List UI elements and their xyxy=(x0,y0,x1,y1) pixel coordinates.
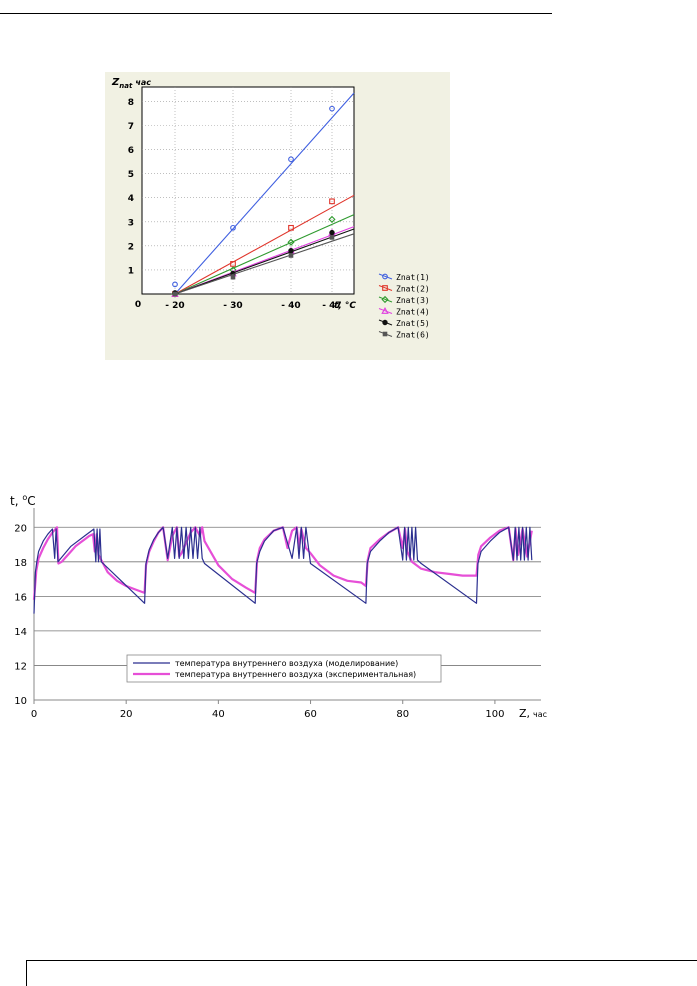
chart-znat: 1 2 3 4 5 6 7 8 0 - 20 - 30 - 40 - 47 Znat час t, °C Zna… xyxy=(111,77,430,340)
point xyxy=(382,273,388,280)
legend-line xyxy=(378,273,393,280)
legend-label: Znat(3) xyxy=(396,296,430,305)
legend-item: Znat(4) xyxy=(378,307,430,317)
legend-label: Znat(6) xyxy=(396,331,430,340)
point xyxy=(329,198,335,205)
fit-line xyxy=(174,92,355,295)
legend: Znat(1) Znat(2) Znat(3) Znat(4) Znat(5) Znat(… xyxy=(378,273,430,340)
point xyxy=(382,331,388,337)
y-tick-label: 14 xyxy=(14,627,27,638)
legend-item: Znat(5) xyxy=(378,319,430,328)
fit-line xyxy=(174,194,355,295)
legend-item: Znat(6) xyxy=(378,331,430,340)
legend-item: Znat(3) xyxy=(378,295,430,305)
x-tick-label: - 20 xyxy=(165,301,184,311)
point xyxy=(329,229,335,236)
x-tick-label: 80 xyxy=(396,709,409,720)
x-tick-label: 20 xyxy=(120,709,133,720)
legend-line xyxy=(378,285,393,291)
y-tick-label: 16 xyxy=(14,592,27,603)
point xyxy=(329,105,335,112)
point xyxy=(288,156,294,163)
series-6 xyxy=(172,233,355,297)
y-axis-label: Znat час xyxy=(111,77,151,90)
legend-label: Znat(1) xyxy=(396,273,430,282)
fit-line xyxy=(174,228,355,295)
point xyxy=(381,307,389,314)
x-tick-label: 100 xyxy=(485,709,504,720)
point xyxy=(381,295,389,304)
point xyxy=(288,224,294,231)
legend-box xyxy=(126,654,442,683)
point xyxy=(382,319,388,326)
point xyxy=(382,285,388,291)
point xyxy=(329,235,335,240)
legend-item: Znat(1) xyxy=(378,273,430,282)
y-tick-label: 5 xyxy=(128,170,134,180)
top-rule xyxy=(0,13,552,14)
y-tick-label: 7 xyxy=(128,122,134,132)
y-tick-label: 4 xyxy=(128,194,134,204)
x-axis-label: Z, xyxy=(519,707,530,720)
y-tick-label: 12 xyxy=(14,661,27,672)
bottom-rule xyxy=(26,960,697,961)
point xyxy=(328,215,336,223)
point xyxy=(230,274,236,280)
point xyxy=(288,253,294,258)
point xyxy=(230,224,236,231)
x-axis-label: t, °C xyxy=(334,301,356,311)
legend-label: Znat(5) xyxy=(396,319,430,328)
legend-line xyxy=(378,308,393,314)
y-tick-label: 8 xyxy=(128,98,134,108)
y-tick-label: 20 xyxy=(14,523,27,534)
x-tick-label: - 40 xyxy=(281,301,300,311)
y-tick-label: 18 xyxy=(14,558,27,569)
y-tick-label: 2 xyxy=(128,242,134,252)
legend-label: температура внутреннего воздуха (моделир… xyxy=(175,659,398,668)
x-tick-label: - 30 xyxy=(223,301,242,311)
plot-area xyxy=(141,86,355,295)
y-tick-label: 0 xyxy=(135,300,141,310)
point xyxy=(172,291,178,297)
x-tick-label: - 47 xyxy=(322,301,341,311)
fit-line xyxy=(174,233,355,295)
legend-label: температура внутреннего воздуха (экспери… xyxy=(175,670,416,679)
legend-label: Znat(2) xyxy=(396,285,430,294)
bottom-left-rule xyxy=(26,960,27,986)
chart-znat-panel: 1 2 3 4 5 6 7 8 0 - 20 - 30 - 40 - 47 Znat час t, °C Zna… xyxy=(105,72,450,360)
y-tick-label: 10 xyxy=(14,696,27,707)
fit-line xyxy=(174,214,355,295)
point xyxy=(230,261,236,267)
x-tick-label: 40 xyxy=(212,709,225,720)
legend-item: температура внутреннего воздуха (моделир… xyxy=(133,659,398,668)
legend-item: Znat(2) xyxy=(378,285,430,294)
point xyxy=(288,247,294,254)
y-tick-label: 6 xyxy=(128,146,134,156)
y-tick-label: 1 xyxy=(128,266,134,276)
legend-line xyxy=(378,296,393,303)
legend-label: Znat(4) xyxy=(396,308,430,317)
y-axis-label: t, oC xyxy=(10,493,36,508)
chart-indoor-temperature: 10 12 14 16 18 20 0 20 40 60 80 100 t, oC Z, час темпер… xyxy=(10,493,547,720)
x-tick-label: 0 xyxy=(31,709,37,720)
y-tick-label: 3 xyxy=(128,218,134,228)
point xyxy=(287,238,295,246)
series-1 xyxy=(172,92,355,295)
x-tick-label: 60 xyxy=(304,709,317,720)
point xyxy=(172,281,178,288)
x-axis-unit: час xyxy=(533,710,547,719)
legend-item: температура внутреннего воздуха (экспери… xyxy=(133,670,416,679)
legend: температура внутреннего воздуха (моделир… xyxy=(126,654,442,683)
series-line-1 xyxy=(33,526,533,614)
